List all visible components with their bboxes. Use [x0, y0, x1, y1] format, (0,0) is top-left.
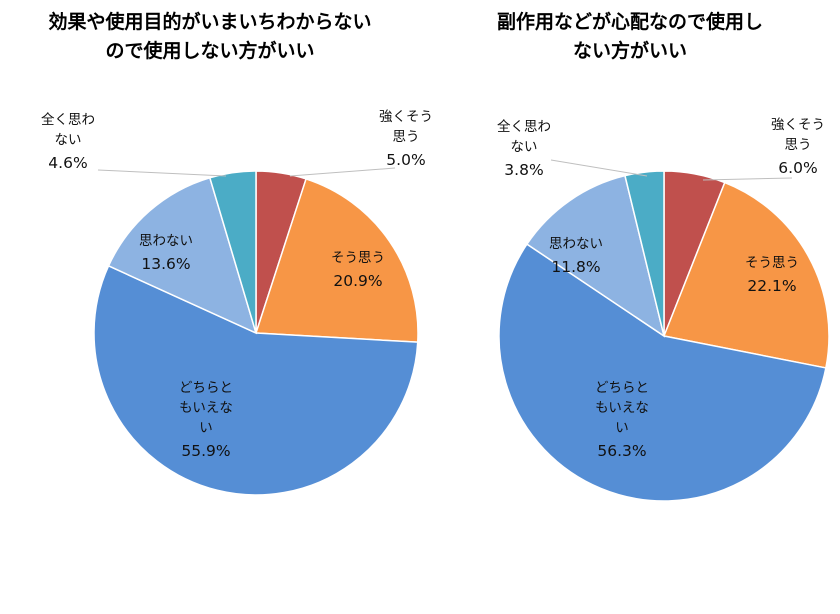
slice-label-name: い: [199, 420, 213, 436]
slice-label-name: 思わない: [139, 233, 193, 249]
slice-label-value: 5.0%: [386, 151, 425, 169]
slice-label-value: 6.0%: [778, 159, 817, 177]
pie-chart-right: 副作用などが心配なので使用し ない方がいい 強くそう思う 6.0% そう思う 22.1…: [420, 0, 840, 614]
pie-slice: [498, 243, 827, 502]
pie-slices: [93, 170, 419, 496]
pie-slice: [107, 176, 258, 335]
slice-label-value: 20.9%: [333, 272, 382, 290]
slice-label-name: い: [615, 420, 629, 436]
leader-line: [550, 159, 648, 177]
slice-label-name: ない: [511, 139, 538, 155]
slice-label-name: そう思う: [745, 255, 799, 271]
slice-label-name: どちらと: [179, 380, 233, 396]
pie-slice: [662, 181, 830, 369]
leader-line: [289, 167, 396, 177]
slice-label-value: 3.8%: [504, 161, 543, 179]
slice-label-name: そう思う: [331, 250, 385, 266]
chart-title-line: ない方がいい: [572, 40, 687, 62]
chart-title-line: 効果や使用目的がいまいちわからない: [48, 11, 372, 33]
slice-label-name: 全く思わ: [497, 118, 551, 135]
slice-label-name: 思う: [785, 137, 812, 153]
slice-label-value: 55.9%: [181, 442, 230, 460]
slice-label-value: 22.1%: [747, 277, 796, 295]
pie-slice: [254, 177, 419, 343]
slice-label-name: 思わない: [549, 236, 603, 252]
leader-line: [702, 177, 793, 181]
slice-label-value: 11.8%: [551, 258, 600, 276]
slice-label-name: 強くそう: [771, 117, 825, 133]
slice-label-value: 13.6%: [141, 255, 190, 273]
chart-title-line: ので使用しない方がいい: [105, 40, 315, 62]
slice-label: そう思う 20.9%: [331, 250, 385, 290]
chart-title: 効果や使用目的がいまいちわからない ので使用しない方がいい: [0, 8, 420, 66]
slice-label-name: 強くそう: [379, 109, 433, 125]
slice-label-value: 56.3%: [597, 442, 646, 460]
pie-chart-left: 効果や使用目的がいまいちわからない ので使用しない方がいい 強くそう思う 5.0%…: [0, 8, 433, 496]
slice-label-name: もいえな: [179, 400, 233, 416]
chart-title-line: 副作用などが心配なので使用し: [496, 11, 763, 33]
slice-label: 思わない 11.8%: [549, 236, 603, 276]
slice-label-name: 全く思わ: [41, 111, 95, 128]
slice-label-name: 思う: [393, 129, 420, 145]
slice-label: そう思う 22.1%: [745, 255, 799, 295]
pie-slice: [624, 170, 665, 337]
pie-slice: [93, 264, 419, 496]
slice-label: 思わない 13.6%: [139, 233, 193, 273]
pie-slice: [525, 174, 666, 338]
slice-label-value: 4.6%: [48, 154, 87, 172]
pie-slice: [208, 170, 257, 334]
slice-label-name: どちらと: [595, 380, 649, 396]
pie-slices: [498, 170, 830, 502]
slice-label-name: ない: [55, 132, 82, 148]
chart-title: 副作用などが心配なので使用し ない方がいい: [420, 8, 840, 66]
leader-line: [97, 169, 227, 177]
slice-label-name: もいえな: [595, 400, 649, 416]
